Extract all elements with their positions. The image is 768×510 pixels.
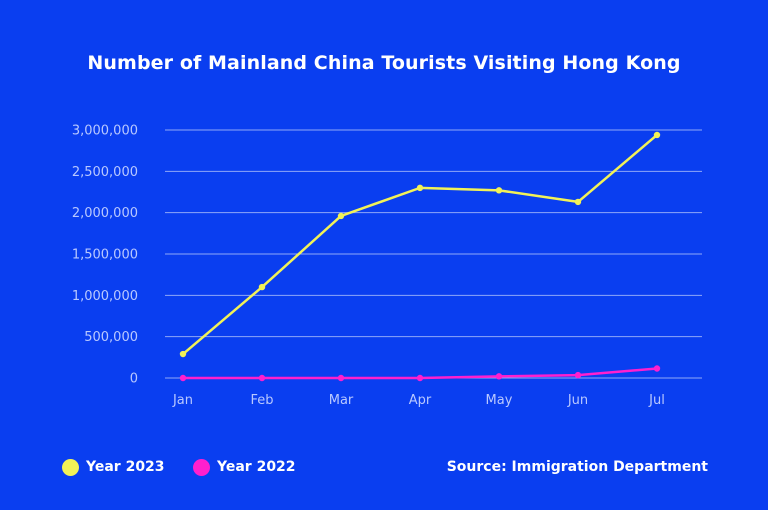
x-tick-label-jul: Jul: [648, 393, 665, 408]
data-point-year-2023-may: [495, 187, 503, 194]
series-layer: [179, 131, 661, 382]
data-point-year-2022-may: [495, 373, 503, 380]
legend-label-year-2022: Year 2022: [217, 459, 296, 475]
data-point-year-2022-feb: [258, 374, 266, 382]
y-tick-label-2: 1,000,000: [72, 289, 138, 304]
x-tick-label-jun: Jun: [567, 393, 588, 408]
series-year-2023: [179, 131, 661, 358]
y-tick-label-4: 2,000,000: [72, 206, 138, 221]
line-chart: 0 500,000 1,000,000 1,500,000 2,000,000 2,500…: [72, 124, 702, 408]
y-tick-label-0: 0: [130, 372, 138, 387]
data-point-year-2023-jan: [179, 350, 187, 358]
legend-marker-year-2022: [193, 458, 210, 476]
x-tick-label-apr: Apr: [409, 393, 432, 408]
data-point-year-2022-mar: [337, 374, 345, 382]
data-point-year-2023-apr: [416, 184, 424, 192]
series-line-year-2023: [182, 134, 658, 355]
legend-marker-year-2023: [62, 458, 79, 476]
data-point-year-2022-apr: [416, 374, 424, 382]
y-tick-label-3: 1,500,000: [72, 248, 138, 263]
y-tick-label-6: 3,000,000: [72, 124, 138, 139]
data-point-year-2023-jun: [574, 198, 582, 206]
source-note: Source: Immigration Department: [446, 459, 708, 475]
legend-item-year-2023: Year 2023: [62, 456, 165, 478]
data-point-year-2022-jun: [574, 371, 582, 379]
data-point-year-2022-jul: [653, 365, 661, 372]
data-point-year-2022-jan: [179, 374, 187, 382]
y-tick-label-1: 500,000: [84, 330, 138, 345]
y-axis-ticks: 0 500,000 1,000,000 1,500,000 2,000,000 2,500…: [72, 124, 138, 387]
y-tick-label-5: 2,500,000: [72, 165, 138, 180]
x-axis-ticks: Jan Feb Mar Apr May Jun Jul: [172, 393, 665, 408]
series-year-2022: [179, 365, 661, 382]
legend-label-year-2023: Year 2023: [86, 459, 165, 475]
x-tick-label-mar: Mar: [329, 393, 354, 408]
data-point-year-2023-feb: [258, 283, 266, 291]
grid-lines: [165, 129, 702, 379]
legend-item-year-2022: Year 2022: [193, 456, 296, 478]
data-point-year-2023-jul: [653, 131, 661, 139]
x-tick-label-may: May: [486, 393, 513, 408]
data-point-year-2023-mar: [337, 212, 345, 220]
chart-title: Number of Mainland China Tourists Visiti…: [87, 52, 681, 74]
x-tick-label-feb: Feb: [250, 393, 273, 408]
x-tick-label-jan: Jan: [172, 393, 193, 408]
